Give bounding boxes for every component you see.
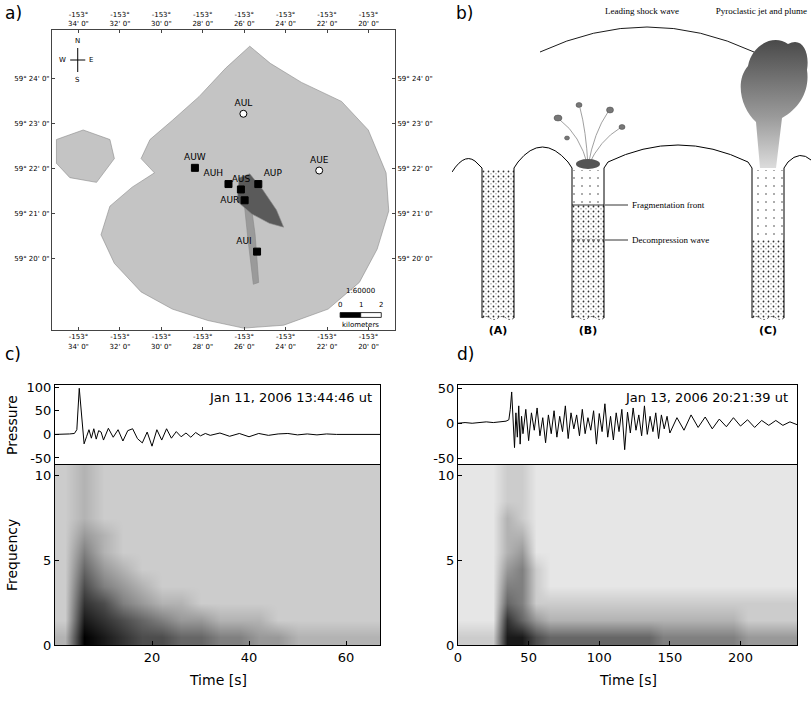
- svg-text:Jan 11, 2006 13:44:46 ut: Jan 11, 2006 13:44:46 ut: [209, 390, 372, 405]
- svg-text:150: 150: [657, 650, 682, 665]
- svg-text:59° 23' 0": 59° 23' 0": [14, 120, 49, 128]
- svg-text:59° 21' 0": 59° 21' 0": [14, 210, 49, 218]
- svg-text:Time [s]: Time [s]: [189, 672, 247, 688]
- svg-text:-50: -50: [30, 450, 51, 465]
- svg-text:Pressure: Pressure: [4, 395, 20, 455]
- svg-text:0: 0: [446, 416, 454, 431]
- svg-text:-153°26' 0": -153°26' 0": [234, 11, 255, 28]
- svg-text:AUH: AUH: [204, 168, 224, 178]
- svg-text:AUE: AUE: [310, 155, 329, 165]
- svg-text:59° 24' 0": 59° 24' 0": [14, 75, 49, 83]
- svg-text:59° 22' 0": 59° 22' 0": [14, 165, 49, 173]
- svg-text:Decompression wave: Decompression wave: [632, 235, 709, 245]
- svg-text:AUL: AUL: [234, 98, 252, 108]
- svg-text:Leading shock wave: Leading shock wave: [605, 6, 679, 16]
- svg-text:5: 5: [446, 553, 454, 568]
- svg-text:Fragmentation front: Fragmentation front: [632, 200, 705, 210]
- svg-text:-153°22' 0": -153°22' 0": [317, 11, 338, 28]
- svg-text:Jan 13, 2006 20:21:39 ut: Jan 13, 2006 20:21:39 ut: [625, 390, 788, 405]
- svg-text:(C): (C): [759, 324, 777, 337]
- svg-text:59° 23' 0": 59° 23' 0": [397, 120, 432, 128]
- svg-text:59° 20' 0": 59° 20' 0": [397, 255, 432, 263]
- svg-text:-153°20' 0": -153°20' 0": [358, 333, 379, 350]
- svg-text:1:60000: 1:60000: [346, 287, 375, 295]
- svg-text:(B): (B): [579, 324, 597, 337]
- svg-text:0: 0: [454, 650, 462, 665]
- svg-text:10: 10: [438, 468, 455, 483]
- svg-text:100: 100: [587, 650, 612, 665]
- svg-text:59° 21' 0": 59° 21' 0": [397, 210, 432, 218]
- svg-text:2: 2: [379, 301, 383, 309]
- svg-text:10: 10: [35, 468, 52, 483]
- svg-text:kilometers: kilometers: [342, 321, 379, 329]
- svg-text:-153°32' 0": -153°32' 0": [110, 11, 131, 28]
- svg-text:-153°20' 0": -153°20' 0": [358, 11, 379, 28]
- svg-text:AUW: AUW: [184, 152, 206, 162]
- svg-text:-153°34' 0": -153°34' 0": [68, 11, 89, 28]
- svg-text:AUP: AUP: [264, 168, 283, 178]
- svg-text:60: 60: [338, 650, 355, 665]
- svg-text:E: E: [89, 56, 93, 64]
- svg-text:-153°28' 0": -153°28' 0": [192, 333, 213, 350]
- svg-text:59° 22' 0": 59° 22' 0": [397, 165, 432, 173]
- svg-text:59° 24' 0": 59° 24' 0": [397, 75, 432, 83]
- svg-text:N: N: [75, 37, 80, 45]
- svg-text:0: 0: [43, 427, 51, 442]
- svg-text:20: 20: [144, 650, 161, 665]
- svg-text:(A): (A): [489, 324, 508, 337]
- svg-text:Time [s]: Time [s]: [599, 672, 657, 688]
- svg-text:-153°34' 0": -153°34' 0": [68, 333, 89, 350]
- svg-text:1: 1: [359, 301, 363, 309]
- svg-text:AUI: AUI: [236, 236, 251, 246]
- svg-text:50: 50: [438, 381, 455, 396]
- svg-text:-153°30' 0": -153°30' 0": [151, 333, 172, 350]
- svg-text:100: 100: [27, 380, 52, 395]
- svg-text:0: 0: [338, 301, 342, 309]
- svg-text:0: 0: [43, 638, 51, 653]
- svg-text:50: 50: [35, 403, 52, 418]
- svg-text:-153°26' 0": -153°26' 0": [234, 333, 255, 350]
- svg-text:5: 5: [43, 553, 51, 568]
- svg-text:AUR: AUR: [220, 195, 239, 205]
- svg-text:-153°24' 0": -153°24' 0": [275, 333, 296, 350]
- svg-text:Pyroclastic jet and plume: Pyroclastic jet and plume: [716, 6, 807, 16]
- svg-text:59° 20' 0": 59° 20' 0": [14, 255, 49, 263]
- svg-text:-153°28' 0": -153°28' 0": [192, 11, 213, 28]
- svg-text:AUS: AUS: [232, 174, 251, 184]
- svg-text:-153°30' 0": -153°30' 0": [151, 11, 172, 28]
- svg-text:0: 0: [446, 638, 454, 653]
- svg-text:50: 50: [520, 650, 537, 665]
- svg-text:-153°24' 0": -153°24' 0": [275, 11, 296, 28]
- svg-text:d): d): [457, 344, 474, 364]
- svg-text:-153°22' 0": -153°22' 0": [317, 333, 338, 350]
- svg-text:-50: -50: [433, 451, 454, 466]
- svg-text:b): b): [456, 3, 473, 23]
- svg-text:-153°32' 0": -153°32' 0": [110, 333, 131, 350]
- svg-text:a): a): [5, 3, 22, 23]
- svg-text:Frequency: Frequency: [4, 519, 20, 591]
- svg-text:40: 40: [241, 650, 258, 665]
- svg-text:c): c): [5, 344, 21, 364]
- svg-text:200: 200: [728, 650, 753, 665]
- svg-text:S: S: [75, 76, 80, 84]
- svg-text:W: W: [59, 56, 66, 64]
